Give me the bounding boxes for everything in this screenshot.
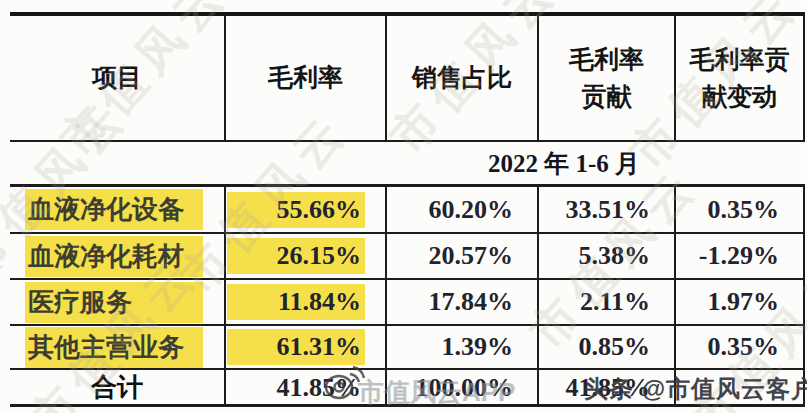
weibo-eye-icon [320,361,366,403]
footer-watermark: 头条 @市值风云客户端 [584,373,807,405]
gross-margin-cell: 26.15% [226,234,387,278]
document-page: 项目 毛利率 销售占比 毛利率贡献 毛利率贡献变动 2022 年 1-6 月 血… [0,0,807,413]
gross-margin-table: 项目 毛利率 销售占比 毛利率贡献 毛利率贡献变动 2022 年 1-6 月 血… [10,12,805,407]
highlighted-value: 55.66% [227,192,365,228]
period-label: 2022 年 1-6 月 [488,147,640,180]
contribution-change-cell: -1.29% [676,234,805,278]
table-row: 其他主营业务 61.31% 1.39% 0.85% 0.35% [10,326,805,370]
header-label: 毛利率贡献 [567,41,647,116]
row-label-cell: 医疗服务 [10,280,226,324]
highlighted-value: 11.84% [227,284,365,320]
margin-contribution-cell: 2.11% [539,280,676,324]
header-cell-sales-share: 销售占比 [387,16,539,140]
highlighted-row-label: 血液净化设备 [25,189,203,230]
header-cell-contribution-change: 毛利率贡献变动 [676,16,805,140]
contribution-change-cell: 0.35% [676,326,805,368]
total-sales-share-cell: 100.00% [387,370,539,405]
row-label-cell: 血液净化耗材 [10,234,226,278]
header-cell-margin-contribution: 毛利率贡献 [539,16,676,140]
header-cell-item: 项目 [10,16,226,140]
period-header-row: 2022 年 1-6 月 [10,142,805,187]
sales-share-cell: 20.57% [387,234,539,278]
total-label-cell: 合计 [10,370,226,405]
header-label: 毛利率贡献变动 [686,41,792,116]
sales-share-cell: 60.20% [387,187,539,232]
highlighted-row-label: 血液净化耗材 [25,236,203,277]
table-header-row: 项目 毛利率 销售占比 毛利率贡献 毛利率贡献变动 [10,16,805,142]
margin-contribution-cell: 0.85% [539,326,676,368]
header-label: 销售占比 [412,59,512,97]
gross-margin-cell: 11.84% [226,280,387,324]
header-label: 毛利率 [268,59,343,97]
contribution-change-cell: 1.97% [676,280,805,324]
table-row: 血液净化耗材 26.15% 20.57% 5.38% -1.29% [10,234,805,280]
row-label-cell: 血液净化设备 [10,187,226,232]
table-row: 医疗服务 11.84% 17.84% 2.11% 1.97% [10,280,805,326]
highlighted-row-label: 其他主营业务 [25,327,203,368]
sales-share-cell: 1.39% [387,326,539,368]
margin-contribution-cell: 33.51% [539,187,676,232]
contribution-change-cell: 0.35% [676,187,805,232]
sales-share-cell: 17.84% [387,280,539,324]
gross-margin-cell: 55.66% [226,187,387,232]
header-cell-gross-margin: 毛利率 [226,16,387,140]
table-row: 血液净化设备 55.66% 60.20% 33.51% 0.35% [10,187,805,234]
header-label: 项目 [92,59,142,97]
margin-contribution-cell: 5.38% [539,234,676,278]
highlighted-value: 26.15% [227,238,365,274]
highlighted-value: 61.31% [227,329,365,365]
row-label-cell: 其他主营业务 [10,326,226,368]
highlighted-row-label: 医疗服务 [25,282,203,323]
